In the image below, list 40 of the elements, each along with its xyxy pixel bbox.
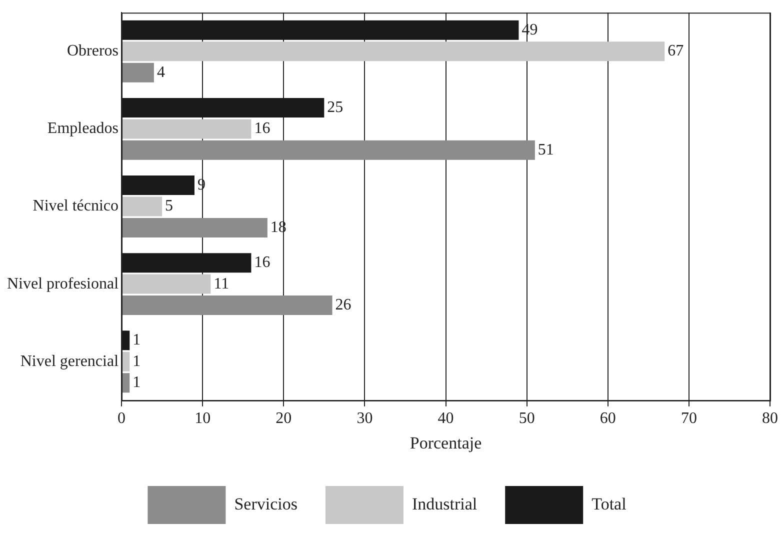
data-label: 16 bbox=[254, 120, 270, 138]
x-tick-label: 10 bbox=[194, 410, 211, 428]
bar bbox=[122, 196, 162, 216]
x-tick-label: 60 bbox=[600, 410, 616, 428]
bar bbox=[122, 42, 665, 62]
data-label: 1 bbox=[132, 374, 141, 392]
x-tick-label: 50 bbox=[518, 410, 535, 428]
bar bbox=[122, 373, 130, 393]
x-tick-label: 0 bbox=[118, 410, 126, 428]
bar bbox=[122, 140, 535, 160]
data-label: 5 bbox=[165, 198, 174, 215]
x-tick-label: 80 bbox=[762, 410, 778, 428]
data-label: 11 bbox=[214, 275, 230, 292]
bar bbox=[122, 218, 268, 238]
x-tick-label: 40 bbox=[438, 410, 454, 428]
x-tick-label: 70 bbox=[680, 410, 697, 428]
bar bbox=[122, 352, 130, 372]
data-label: 25 bbox=[327, 98, 344, 116]
legend-label: Total bbox=[592, 494, 627, 514]
data-label: 16 bbox=[254, 254, 270, 272]
data-label: 4 bbox=[156, 64, 165, 81]
data-label: 1 bbox=[132, 332, 141, 349]
legend-label: Industrial bbox=[412, 494, 478, 514]
y-tick-label: Obreros bbox=[66, 42, 119, 60]
data-label: 51 bbox=[538, 141, 554, 158]
y-tick-label: Nivel técnico bbox=[32, 198, 119, 215]
legend-label: Servicios bbox=[234, 494, 298, 514]
bar bbox=[122, 274, 211, 294]
x-axis-title: Porcentaje bbox=[410, 433, 482, 452]
bar bbox=[122, 296, 332, 316]
x-tick-label: 20 bbox=[276, 410, 292, 428]
y-tick-label: Nivel profesional bbox=[6, 275, 120, 292]
data-label: 26 bbox=[335, 296, 352, 314]
bar bbox=[122, 62, 154, 82]
y-tick-label: Empleados bbox=[47, 120, 119, 138]
data-label: 1 bbox=[132, 352, 141, 370]
y-tick-label: Nivel gerencial bbox=[20, 352, 120, 370]
x-tick-label: 30 bbox=[356, 410, 373, 428]
bar bbox=[122, 119, 252, 139]
data-label: 67 bbox=[668, 42, 684, 60]
